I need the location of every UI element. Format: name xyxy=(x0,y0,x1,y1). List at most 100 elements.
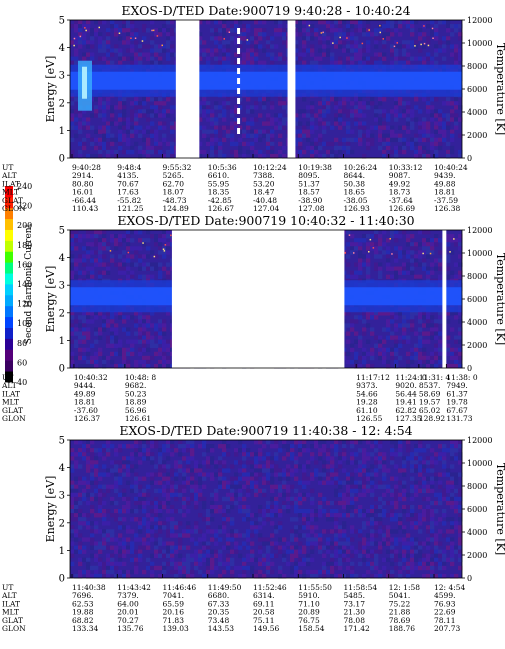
spectrogram-cell xyxy=(142,109,147,114)
spectrogram-cell xyxy=(370,242,375,247)
speckle xyxy=(393,45,396,48)
spectrogram-cell xyxy=(334,113,339,118)
spectrogram-cell xyxy=(78,448,83,453)
spectrogram-cell xyxy=(98,262,103,267)
spectrogram-cell xyxy=(206,137,211,143)
speckle xyxy=(332,42,334,44)
spectrogram-cell xyxy=(86,44,91,49)
spectrogram-cell xyxy=(126,549,131,554)
spectrogram-cell xyxy=(110,500,115,506)
orbit-value: 49.92 xyxy=(389,179,411,188)
spectrogram-cell xyxy=(218,145,223,151)
spectrogram-cell xyxy=(382,355,387,361)
orbit-value: 10:12:24 xyxy=(253,163,287,172)
spectrogram-cell xyxy=(170,109,175,114)
energy-tick-label: 3 xyxy=(59,71,65,82)
spectrogram-cell xyxy=(358,242,363,247)
spectrogram-cell xyxy=(294,149,299,155)
spectrogram-cell xyxy=(446,125,451,130)
spectrogram-cell xyxy=(70,355,75,361)
spectrogram-cell xyxy=(86,20,91,25)
spectrogram-cell xyxy=(342,36,347,41)
spectrogram-cell xyxy=(142,343,147,349)
spectrogram-cell xyxy=(226,444,231,449)
spectrogram-cell xyxy=(130,484,135,490)
spectrogram-cell xyxy=(370,327,375,332)
spectrogram-cell xyxy=(194,549,199,554)
spectrogram-cell xyxy=(134,60,139,65)
spectrogram-cell xyxy=(150,452,155,457)
spectrogram-cell xyxy=(142,101,147,106)
spectrogram-cell xyxy=(142,323,147,328)
spectrogram-cell xyxy=(138,496,143,502)
speckle xyxy=(339,36,341,39)
spectrogram-cell xyxy=(106,529,111,534)
spectrogram-cell xyxy=(414,246,419,251)
spectrogram-cell xyxy=(142,137,147,143)
spectrogram-cell xyxy=(142,545,147,550)
spectrogram-cell xyxy=(374,230,379,235)
spectrogram-cell xyxy=(402,335,407,340)
spectrogram-cell xyxy=(162,238,167,243)
spectrogram-cell xyxy=(154,472,159,477)
spectrogram-cell xyxy=(86,250,91,255)
spectrogram-cell xyxy=(358,270,363,275)
spectrogram-cell xyxy=(278,32,283,37)
spectrogram-cell xyxy=(210,153,215,159)
spectrogram-cell xyxy=(178,537,183,542)
spectrogram-cell xyxy=(146,319,151,324)
spectrogram-cell xyxy=(86,133,91,139)
spectrogram-cell xyxy=(430,323,435,328)
spectrogram-cell xyxy=(294,129,299,134)
spectrogram-cell xyxy=(182,557,187,563)
spectrogram-cell xyxy=(90,504,95,510)
spectrogram-cell xyxy=(186,448,191,453)
spectrogram-cell xyxy=(130,20,135,25)
spectrogram-cell xyxy=(366,254,371,259)
spectrogram-cell xyxy=(110,557,115,563)
spectrogram-cell xyxy=(374,266,379,271)
spectrogram-cell xyxy=(426,270,431,275)
spectrogram-cell xyxy=(154,109,159,114)
spectrogram-cell xyxy=(438,331,443,336)
spectrogram-cell xyxy=(158,141,163,147)
spectrogram-cell xyxy=(270,553,275,559)
spectrogram-cell xyxy=(158,149,163,155)
spectrogram-cell xyxy=(86,513,91,518)
spectrogram-cell xyxy=(382,359,387,365)
spectrogram-cell xyxy=(262,513,267,518)
spectrogram-cell xyxy=(154,513,159,518)
colorbar-swatch xyxy=(5,294,13,307)
spectrogram-cell xyxy=(378,347,383,353)
spectrogram-cell xyxy=(126,500,131,506)
spectrogram-cell xyxy=(154,242,159,247)
spectrogram-cell xyxy=(430,56,435,61)
spectrogram-cell xyxy=(246,545,251,550)
spectrogram-cell xyxy=(426,323,431,328)
spectrogram-cell xyxy=(386,20,391,25)
spectrogram-cell xyxy=(146,347,151,353)
spectrogram-cell xyxy=(150,460,155,465)
spectrogram-cell xyxy=(82,145,87,151)
spectrogram-cell xyxy=(394,109,399,114)
spectrogram-cell xyxy=(102,242,107,247)
spectrogram-cell xyxy=(138,557,143,563)
spectrogram-cell xyxy=(90,113,95,118)
spectrogram-cell xyxy=(114,121,119,126)
spectrogram-cell xyxy=(110,537,115,542)
spectrogram-cell xyxy=(378,52,383,57)
spectrogram-cell xyxy=(426,149,431,155)
spectrogram-cell xyxy=(154,32,159,37)
spectrogram-cell xyxy=(270,533,275,538)
spectrogram-cell xyxy=(202,149,207,155)
spectrogram-cell xyxy=(350,20,355,25)
spectrogram-cell xyxy=(302,97,307,102)
spectrogram-cell xyxy=(158,480,163,485)
spectrogram-cell xyxy=(446,319,451,324)
spectrogram-cell xyxy=(82,476,87,481)
spectrogram-cell xyxy=(130,509,135,514)
spectrogram-cell xyxy=(414,97,419,102)
spectrogram-cell xyxy=(450,149,455,155)
spectrogram-cell xyxy=(406,129,411,134)
spectrogram-cell xyxy=(394,266,399,271)
